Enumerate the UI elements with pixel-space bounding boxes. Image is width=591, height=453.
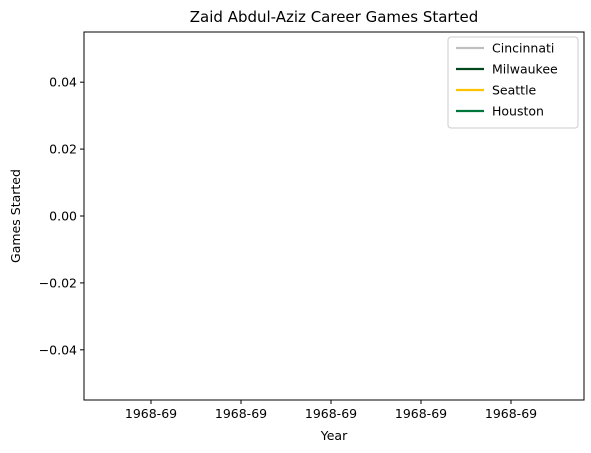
legend-label: Cincinnati [492,41,554,56]
legend-label: Milwaukee [492,62,558,77]
y-tick-label: 0.00 [49,209,77,224]
y-tick-label: −0.02 [39,275,77,290]
x-tick-label: 1968-69 [395,406,447,421]
legend-box [447,36,579,129]
y-tick-label: 0.04 [49,75,77,90]
legend-label: Seattle [492,83,537,98]
x-axis: 1968-69 1968-69 1968-69 1968-69 1968-69 [125,400,537,421]
y-axis: 0.04 0.02 0.00 −0.02 −0.04 [39,75,84,357]
legend-label: Houston [492,104,544,119]
x-tick-label: 1968-69 [215,406,267,421]
x-axis-label: Year [320,428,348,443]
legend: Cincinnati Milwaukee Seattle Houston [447,36,579,129]
x-tick-label: 1968-69 [125,406,177,421]
y-tick-label: 0.02 [49,142,77,157]
chart-title: Zaid Abdul-Aziz Career Games Started [190,8,478,26]
y-tick-label: −0.04 [39,342,77,357]
x-tick-label: 1968-69 [485,406,537,421]
y-axis-label: Games Started [8,169,23,263]
x-tick-label: 1968-69 [305,406,357,421]
